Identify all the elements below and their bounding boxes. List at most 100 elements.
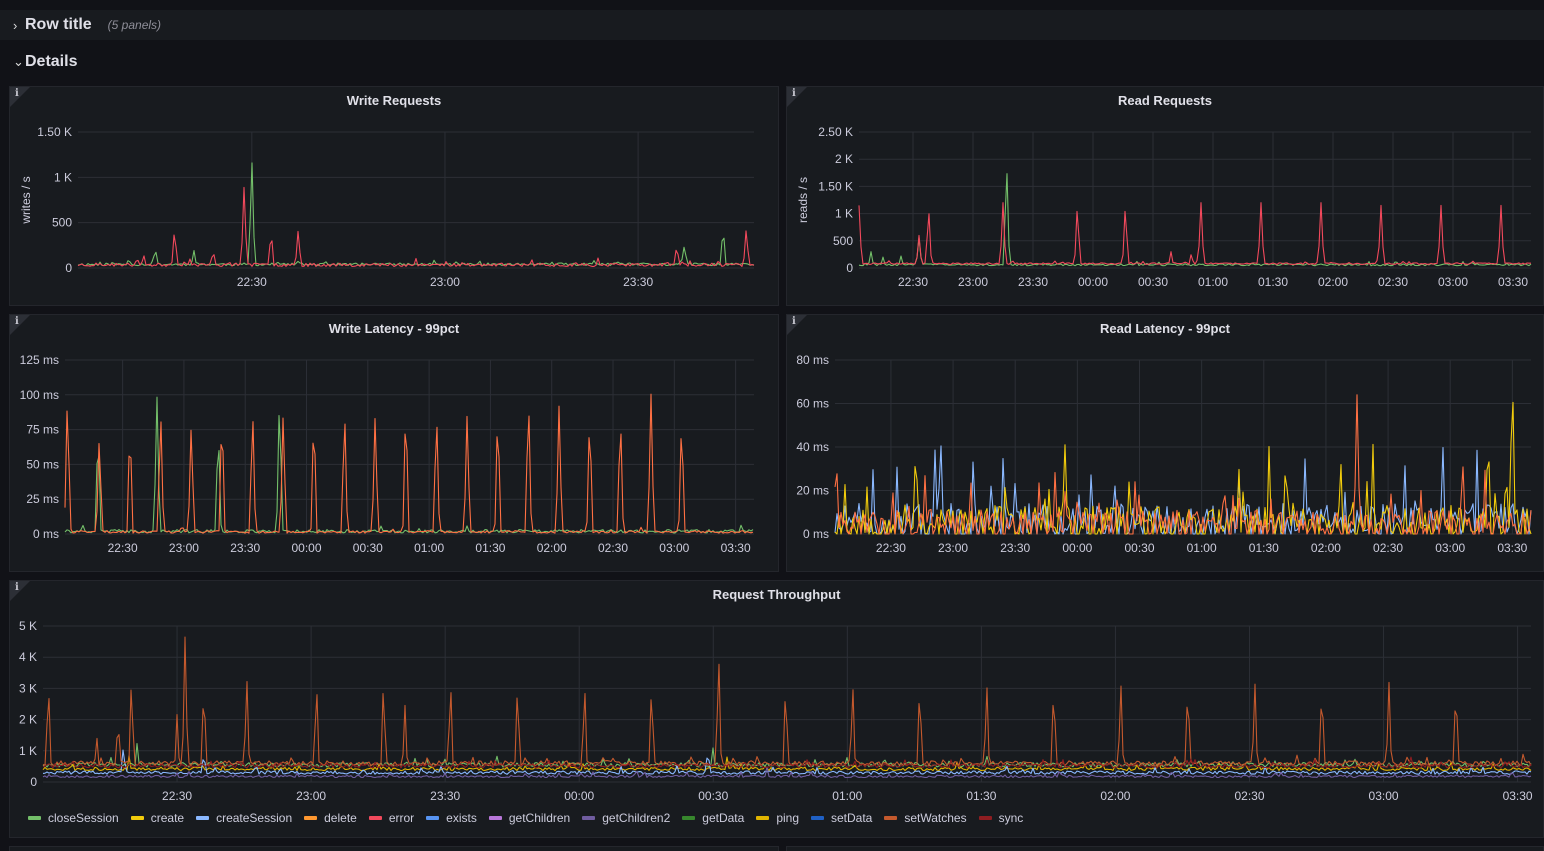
panel-write-requests[interactable]: i Write Requests 0 500 1 K 1.50 K 22:30 23:00… — [9, 86, 779, 306]
request-throughput-chart: 0 1 K 2 K 3 K 4 K 5 K 22:30 23:00 23:30 00:00 00:3… — [19, 619, 1533, 803]
panel-title[interactable]: Read Latency - 99pct — [1099, 321, 1231, 336]
series-line-setWatches[interactable] — [42, 636, 1532, 767]
legend-item-setWatches[interactable]: setWatches — [884, 811, 967, 825]
y-tick-label: 125 ms — [20, 353, 59, 367]
panel-title[interactable]: Write Latency - 99pct — [328, 321, 460, 336]
legend-item-sync[interactable]: sync — [978, 811, 1024, 825]
legend-swatch — [682, 816, 696, 820]
y-tick-label: 1.50 K — [818, 179, 853, 193]
panel-info-corner[interactable] — [10, 315, 30, 335]
y-tick-label: 0 ms — [33, 527, 59, 541]
panel-title[interactable]: Read Requests — [1118, 93, 1212, 108]
x-tick-label: 23:30 — [623, 275, 653, 289]
y-tick-label: 0 — [846, 261, 853, 275]
panel-title[interactable]: Request Throughput — [712, 587, 841, 602]
legend-item-createSession[interactable]: createSession — [196, 811, 292, 825]
series-line-setWatches[interactable] — [858, 202, 1531, 266]
legend-item-getChildren[interactable]: getChildren — [488, 811, 571, 825]
x-tick-label: 23:00 — [958, 275, 988, 289]
y-axis-label: writes / s — [19, 176, 33, 224]
series-line-setWatches[interactable] — [64, 393, 754, 534]
y-tick-label: 40 ms — [796, 440, 829, 454]
legend-item-delete[interactable]: delete — [304, 811, 357, 825]
x-tick-label: 00:30 — [1138, 275, 1168, 289]
legend-item-error[interactable]: error — [368, 811, 415, 825]
panel-write-latency[interactable]: i Write Latency - 99pct 0 ms 25 ms 50 ms 75… — [9, 314, 779, 572]
x-tick-label: 23:00 — [938, 541, 968, 555]
legend-swatch — [368, 816, 382, 820]
panel-info-corner[interactable] — [10, 87, 30, 107]
legend-swatch — [884, 816, 898, 820]
details-row-header[interactable]: ⌄ Details — [0, 47, 1544, 77]
panel-read-requests[interactable]: i Read Requests 0 500 1 K 1.50 K 2 K 2.50 K 22… — [786, 86, 1544, 306]
series-line-sync[interactable] — [42, 756, 1532, 769]
y-tick-label: 0 ms — [803, 527, 829, 541]
y-tick-label: 1 K — [54, 170, 72, 184]
y-tick-label: 1.50 K — [37, 125, 72, 139]
legend-label: delete — [324, 811, 357, 825]
panel-title[interactable]: Write Requests — [346, 93, 442, 108]
series-line-ping[interactable] — [42, 755, 1532, 772]
info-icon[interactable]: i — [792, 316, 796, 327]
x-tick-label: 22:30 — [898, 275, 928, 289]
legend-label: createSession — [216, 811, 293, 825]
series-line-createSession[interactable] — [834, 445, 1532, 535]
y-tick-label: 100 ms — [20, 388, 59, 402]
x-tick-label: 03:30 — [1503, 789, 1533, 803]
y-tick-label: 20 ms — [796, 484, 829, 498]
legend-label: sync — [998, 811, 1024, 825]
legend-item-exists[interactable]: exists — [426, 811, 477, 825]
legend-label: getChildren — [508, 811, 571, 825]
legend-label: getChildren2 — [602, 811, 671, 825]
info-icon[interactable]: i — [15, 316, 19, 327]
x-tick-label: 00:00 — [564, 789, 594, 803]
x-tick-label: 01:30 — [1249, 541, 1279, 555]
info-icon[interactable]: i — [15, 582, 19, 593]
panel-request-throughput[interactable]: i Request Throughput 0 1 K 2 K 3 K 4 K 5 K 22:… — [9, 580, 1544, 838]
panel-read-latency[interactable]: i Read Latency - 99pct 0 ms 20 ms 40 ms 60 … — [786, 314, 1544, 572]
legend-label: setWatches — [904, 811, 967, 825]
details-title: Details — [25, 53, 78, 70]
series-line-getChildren2[interactable] — [42, 766, 1532, 779]
panel-info-corner[interactable] — [787, 315, 807, 335]
series-line-getData[interactable] — [858, 173, 1532, 267]
panel-info-corner[interactable] — [10, 581, 30, 601]
y-tick-label: 500 — [52, 216, 72, 230]
legend-item-create[interactable]: create — [130, 811, 184, 825]
series-line-getData[interactable] — [77, 162, 755, 267]
legend-swatch — [304, 816, 318, 820]
legend-swatch — [130, 816, 144, 820]
legend-swatch — [196, 816, 210, 820]
panel-info-corner[interactable] — [787, 87, 807, 107]
legend-label: ping — [776, 811, 799, 825]
y-tick-label: 5 K — [19, 619, 37, 633]
row-title-header[interactable]: › Row title (5 panels) — [0, 10, 1544, 40]
series-line-ping[interactable] — [834, 401, 1532, 535]
legend-item-ping[interactable]: ping — [756, 811, 799, 825]
x-tick-label: 02:30 — [598, 541, 628, 555]
next-panel-right — [786, 846, 1544, 851]
x-tick-label: 00:00 — [1078, 275, 1108, 289]
legend-item-setData[interactable]: setData — [811, 811, 872, 825]
series-line-createSession[interactable] — [42, 749, 1532, 775]
x-tick-label: 02:30 — [1373, 541, 1403, 555]
legend-swatch — [426, 816, 440, 820]
x-tick-label: 03:30 — [1498, 275, 1528, 289]
row-title: Row title — [25, 16, 92, 33]
x-tick-label: 01:00 — [832, 789, 862, 803]
chevron-down-icon: ⌄ — [13, 54, 24, 69]
x-tick-label: 00:30 — [698, 789, 728, 803]
x-tick-label: 03:00 — [1369, 789, 1399, 803]
series-line-setWatches[interactable] — [77, 186, 755, 268]
series-line-setWatches[interactable] — [834, 394, 1532, 535]
y-tick-label: 0 — [30, 775, 37, 789]
x-tick-label: 03:00 — [1435, 541, 1465, 555]
legend-item-closeSession[interactable]: closeSession — [28, 811, 119, 825]
legend-item-getChildren2[interactable]: getChildren2 — [582, 811, 670, 825]
legend-label: error — [388, 811, 415, 825]
info-icon[interactable]: i — [15, 88, 19, 99]
legend-item-getData[interactable]: getData — [682, 811, 744, 825]
info-icon[interactable]: i — [792, 88, 796, 99]
legend-swatch — [28, 816, 41, 820]
